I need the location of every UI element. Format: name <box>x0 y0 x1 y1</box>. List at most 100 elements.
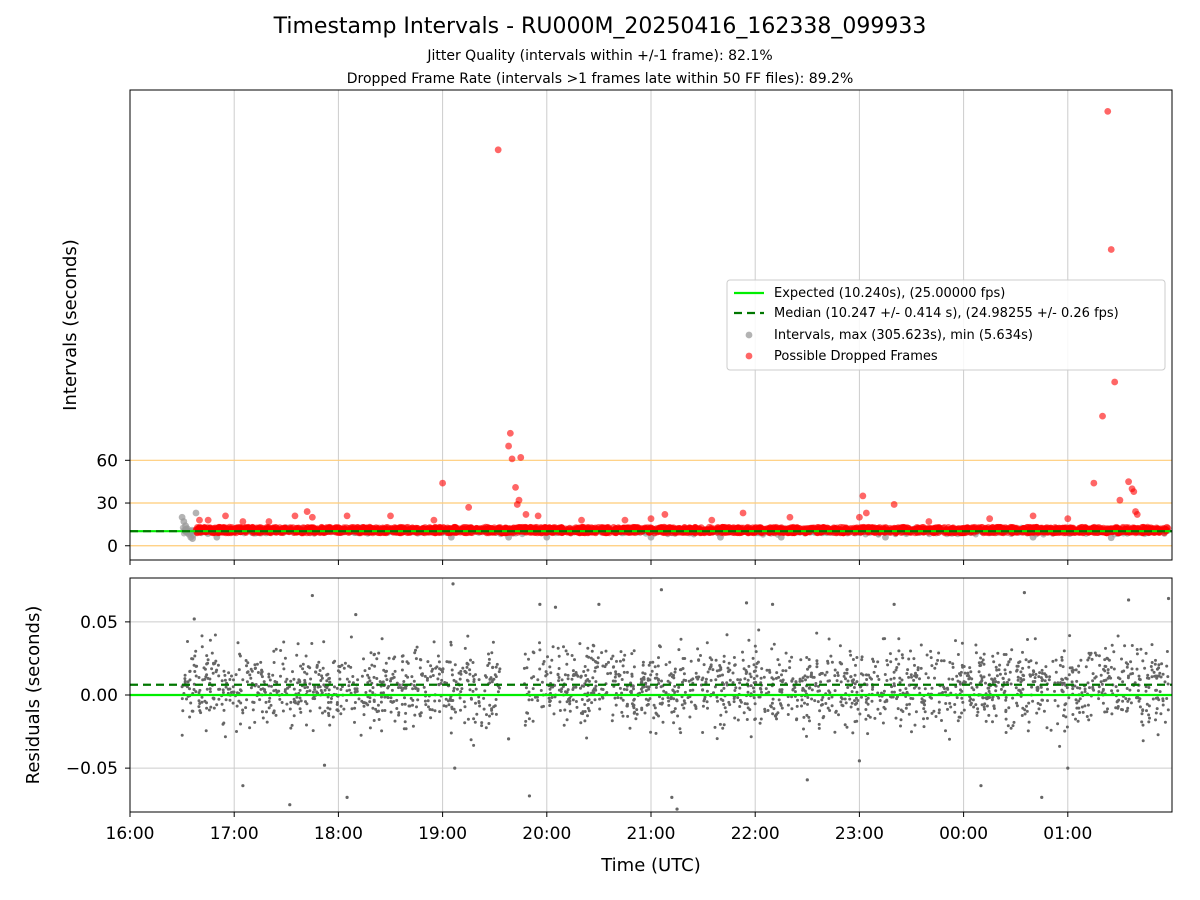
dropped-frame-point <box>816 526 824 534</box>
residual-point <box>1078 711 1082 714</box>
residual-point <box>1125 709 1128 713</box>
residual-point <box>295 695 299 699</box>
residual-point <box>1112 667 1116 671</box>
residual-point <box>682 706 686 710</box>
residual-point <box>907 675 911 679</box>
dropped-frame-point <box>890 501 898 508</box>
residual-point <box>871 685 875 689</box>
residual-point <box>280 701 284 704</box>
residual-point <box>459 690 463 694</box>
residual-point <box>1088 686 1091 690</box>
residual-point <box>775 671 779 675</box>
residual-point <box>655 672 659 676</box>
residual-point <box>705 641 709 645</box>
residual-point <box>260 675 264 679</box>
residual-point <box>480 721 484 725</box>
residual-point <box>1023 708 1027 712</box>
residual-point <box>873 716 877 720</box>
residual-point <box>991 720 994 724</box>
residual-point <box>634 717 638 721</box>
residual-point <box>1148 716 1151 720</box>
residual-point <box>188 678 192 682</box>
dropped-frame-point <box>505 442 512 450</box>
residual-point <box>299 699 303 703</box>
residual-point <box>437 672 441 676</box>
residual-point <box>1078 686 1082 690</box>
residual-point <box>450 673 454 677</box>
residual-point <box>996 680 1000 684</box>
residual-point <box>691 677 695 681</box>
residual-point <box>558 700 562 704</box>
residual-point <box>313 685 317 689</box>
residual-point <box>1012 720 1016 724</box>
residual-point <box>405 660 409 664</box>
residual-point <box>618 659 622 663</box>
residual-point <box>919 666 923 670</box>
residual-point <box>544 674 548 678</box>
residual-point <box>661 697 665 701</box>
dropped-frame-point <box>862 509 870 517</box>
residual-point <box>339 688 343 691</box>
residual-point <box>540 680 544 684</box>
residual-point <box>1054 658 1058 662</box>
residual-point <box>849 653 853 657</box>
dropped-frame-point <box>1104 107 1112 115</box>
residual-point <box>1143 666 1147 670</box>
residual-point <box>1091 672 1095 676</box>
residual-point <box>586 691 590 695</box>
residual-point <box>784 669 788 673</box>
residual-point <box>775 717 778 721</box>
residual-point <box>1097 685 1101 689</box>
residual-point <box>645 685 649 689</box>
dropped-frame-point <box>856 513 863 521</box>
residual-point <box>197 691 201 695</box>
residual-point <box>883 673 887 676</box>
residual-point <box>1114 685 1118 689</box>
residual-point <box>644 689 648 693</box>
residual-point <box>1154 658 1157 662</box>
residual-point <box>805 734 808 738</box>
residual-point <box>367 667 371 670</box>
residual-point <box>380 637 384 641</box>
residual-point <box>490 651 494 655</box>
residual-point <box>704 680 708 684</box>
residual-point <box>864 708 868 711</box>
residual-point <box>786 713 790 716</box>
residual-point <box>924 672 928 676</box>
residual-point <box>850 701 854 705</box>
residual-point <box>856 707 860 711</box>
residual-point <box>933 666 937 670</box>
residual-point <box>1021 650 1024 654</box>
residual-point <box>827 697 831 700</box>
residual-point <box>1077 670 1081 674</box>
residual-point <box>841 704 845 708</box>
residual-point <box>253 663 257 667</box>
residual-point <box>186 640 189 643</box>
residual-point <box>400 702 404 706</box>
dropped-frame-point <box>295 524 303 532</box>
residual-point <box>701 704 705 708</box>
residual-point <box>937 708 941 712</box>
residual-point <box>745 718 749 721</box>
dropped-frame-point <box>739 509 747 517</box>
residual-point <box>790 655 794 659</box>
residual-point <box>223 735 227 739</box>
residual-point <box>905 703 909 707</box>
residual-point <box>1136 689 1140 693</box>
dropped-frame-point <box>196 516 203 524</box>
residual-point <box>409 696 413 700</box>
residual-point <box>466 634 470 638</box>
residual-point <box>222 669 226 673</box>
residual-point <box>635 708 639 712</box>
residual-point <box>326 695 330 699</box>
residual-point <box>1060 658 1064 662</box>
residual-point <box>449 731 453 735</box>
residual-point <box>872 670 876 674</box>
residual-point <box>979 656 983 660</box>
dropped-frame-point <box>629 523 637 531</box>
residual-point <box>899 724 902 728</box>
residual-point <box>390 688 394 692</box>
residual-point <box>228 678 232 681</box>
residual-point <box>934 715 938 718</box>
residual-point <box>482 707 486 711</box>
